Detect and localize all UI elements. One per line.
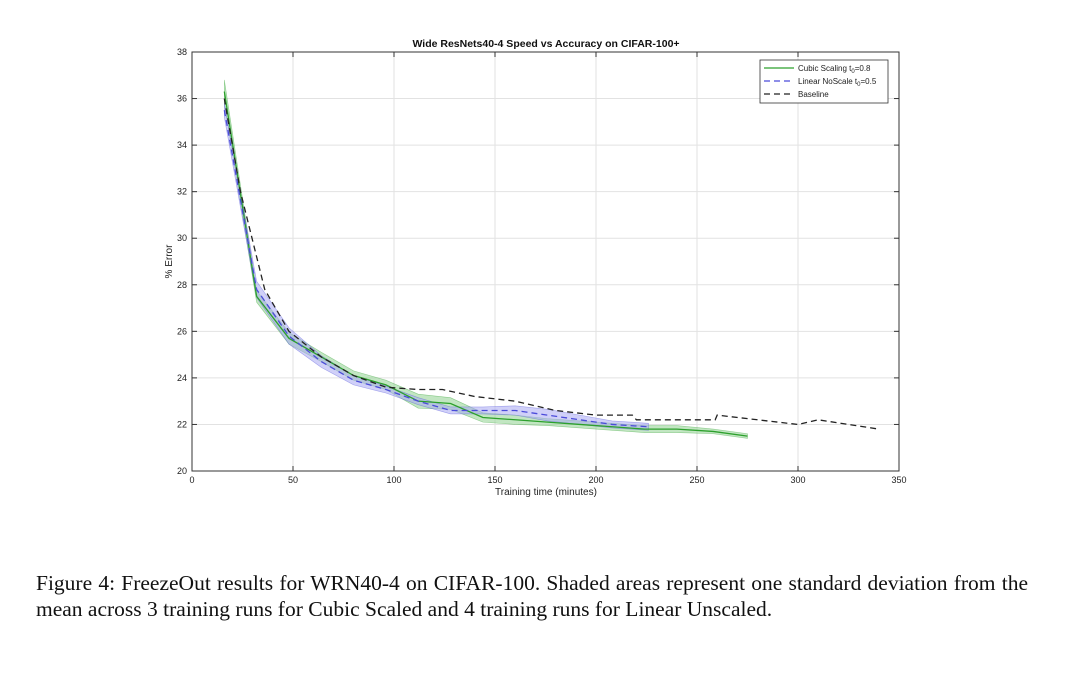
y-tick-label: 28: [177, 280, 187, 290]
gridlines: [192, 52, 899, 471]
y-tick-label: 30: [177, 233, 187, 243]
legend-label-linear-noscale-t: Linear NoScale t0=0.5: [798, 77, 877, 88]
x-tick-label: 150: [487, 475, 502, 485]
y-tick-label: 22: [177, 419, 187, 429]
x-tick-label: 200: [588, 475, 603, 485]
legend-box: [759, 59, 889, 104]
linear-noscale-t-line: [223, 110, 649, 428]
x-tick-label: 300: [790, 475, 805, 485]
x-tick-label: 250: [689, 475, 704, 485]
y-tick-label: 34: [177, 140, 187, 150]
figure-caption: Figure 4: FreezeOut results for WRN40-4 …: [36, 571, 1028, 621]
series-lines: [223, 91, 879, 437]
chart-title: Wide ResNets40-4 Speed vs Accuracy on CI…: [412, 38, 679, 50]
y-tick-label: 20: [177, 466, 187, 476]
y-tick-label: 32: [177, 187, 187, 197]
linear-noscale-t-std-band: [224, 103, 649, 431]
legend-label-baseline: Baseline: [798, 90, 829, 99]
axis-ticks: 0 50 100 150 200 250 300 350 20 22 24 26 28 30 32 34 36 3…: [177, 47, 907, 485]
x-tick-label: 50: [288, 475, 298, 485]
y-tick-label: 36: [177, 94, 187, 104]
y-tick-label: 24: [177, 373, 187, 383]
baseline-line: [223, 98, 879, 430]
y-tick-label: 26: [177, 326, 187, 336]
y-tick-label: 38: [177, 47, 187, 57]
cubic-scaling-t-line: [223, 91, 748, 437]
chart: Wide ResNets40-4 Speed vs Accuracy on CI…: [164, 38, 907, 498]
plot-area-frame: [191, 51, 900, 472]
legend-label-cubic-scaling-t: Cubic Scaling t0=0.8: [798, 64, 871, 75]
cubic-scaling-t-std-band: [224, 79, 748, 439]
legend: Cubic Scaling t0=0.8 Linear NoScale t0=0.…: [759, 59, 889, 104]
x-tick-label: 100: [386, 475, 401, 485]
std-bands: [224, 79, 748, 439]
x-tick-label: 350: [891, 475, 906, 485]
x-tick-label: 0: [189, 475, 194, 485]
y-axis-label: % Error: [164, 244, 175, 279]
x-axis-label: Training time (minutes): [495, 487, 597, 498]
